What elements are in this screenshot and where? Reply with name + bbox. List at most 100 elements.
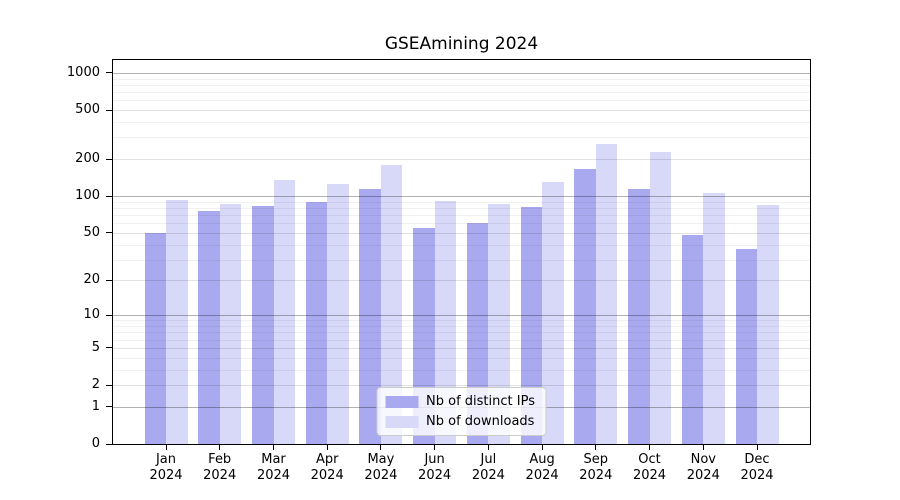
xtick-label-mar: Mar 2024 [242,452,306,484]
bar-downloads-sep [595,143,618,444]
ytick-label-100: 100 [75,188,100,204]
ytick-mark-1000 [106,72,112,74]
xtick-label-apr: Apr 2024 [295,452,359,484]
ytick-mark-10 [106,314,112,316]
bar-ips-apr [305,201,328,444]
ytick-label-50: 50 [83,224,100,240]
ytick-label-200: 200 [75,151,100,167]
xtick-month: Nov [690,452,716,467]
ytick-label-20: 20 [83,272,100,288]
bar-ips-dec [735,248,757,444]
legend-entry-downloads: Nb of downloads [385,414,535,429]
xtick-month: Aug [529,452,555,467]
xtick-year: 2024 [686,468,720,483]
ytick-mark-100 [106,195,112,197]
ytick-label-10: 10 [83,307,100,323]
plot-area: Nb of distinct IPs Nb of downloads [112,59,811,445]
xtick-mark-jul [487,445,489,450]
xtick-mark-feb [219,445,221,450]
xtick-month: Jul [480,452,497,467]
xtick-month: Oct [638,452,661,467]
xtick-mark-mar [273,445,274,450]
xtick-mark-oct [649,445,650,450]
bar-ips-oct [628,189,650,444]
ytick-mark-2 [106,384,112,386]
xtick-label-aug: Aug 2024 [510,452,574,484]
legend: Nb of distinct IPs Nb of downloads [376,387,547,436]
ytick-mark-0 [106,443,112,445]
xtick-mark-may [380,445,382,450]
xtick-month: Dec [744,452,770,467]
bar-downloads-mar [273,180,295,444]
xtick-month: Jan [155,452,177,467]
xtick-month: Apr [315,452,339,467]
ytick-mark-500 [106,109,112,111]
xtick-label-dec: Dec 2024 [725,452,789,484]
xtick-year: 2024 [203,468,237,483]
ytick-mark-200 [106,158,112,160]
bar-downloads-jun [434,201,457,444]
xtick-year: 2024 [525,468,559,483]
ytick-label-2: 2 [91,377,100,392]
bar-ips-may [359,189,381,444]
xtick-year: 2024 [471,468,505,483]
xtick-label-feb: Feb 2024 [188,452,252,484]
xtick-year: 2024 [149,468,183,483]
ytick-label-0: 0 [91,436,100,451]
bar-downloads-nov [703,193,725,444]
legend-entry-ips: Nb of distinct IPs [385,394,535,409]
bar-downloads-may [380,165,403,444]
xtick-month: May [367,452,395,467]
legend-label-downloads: Nb of downloads [426,414,535,429]
xtick-label-jan: Jan 2024 [134,452,198,484]
ytick-label-1000: 1000 [66,64,100,80]
bar-downloads-oct [649,152,671,444]
xtick-year: 2024 [418,468,452,483]
bar-ips-sep [574,168,596,444]
bar-ips-jan [144,232,166,444]
xtick-month: Mar [261,452,286,467]
xtick-mark-aug [541,445,543,450]
xtick-mark-apr [326,445,328,450]
bar-ips-nov [681,234,704,444]
xtick-label-jul: Jul 2024 [456,452,520,484]
bar-downloads-aug [542,182,564,444]
xtick-mark-dec [756,445,758,450]
bar-downloads-apr [327,184,349,444]
xtick-year: 2024 [632,468,667,483]
xtick-mark-sep [595,445,597,450]
xtick-label-nov: Nov 2024 [671,452,735,484]
xtick-year: 2024 [740,468,774,483]
xtick-label-oct: Oct 2024 [618,452,682,484]
xtick-label-may: May 2024 [349,452,413,484]
ytick-mark-20 [106,279,112,281]
xtick-mark-nov [702,445,704,450]
ytick-label-5: 5 [91,339,100,355]
xtick-month: Sep [583,452,609,467]
ytick-mark-1 [106,406,112,408]
bar-ips-aug [520,207,543,444]
ytick-label-1: 1 [91,398,100,414]
xtick-year: 2024 [310,468,344,483]
xtick-year: 2024 [364,468,398,483]
legend-swatch-ips [385,395,419,408]
xtick-month: Jun [424,452,445,467]
legend-swatch-downloads [385,415,419,428]
ytick-mark-5 [106,347,112,349]
chart-title: GSEAmining 2024 [384,34,539,54]
bar-downloads-jul [488,204,510,444]
bar-downloads-feb [219,203,242,444]
xtick-mark-jun [434,445,436,450]
xtick-month: Feb [208,452,232,467]
ytick-label-500: 500 [75,102,100,117]
ytick-mark-50 [106,232,112,234]
bar-downloads-jan [166,199,188,444]
xtick-year: 2024 [256,468,291,483]
bar-ips-feb [198,210,220,444]
xtick-mark-jan [165,445,167,450]
bar-downloads-dec [757,205,779,444]
bar-ips-mar [252,206,274,444]
xtick-year: 2024 [579,468,613,483]
xtick-label-sep: Sep 2024 [564,452,628,484]
